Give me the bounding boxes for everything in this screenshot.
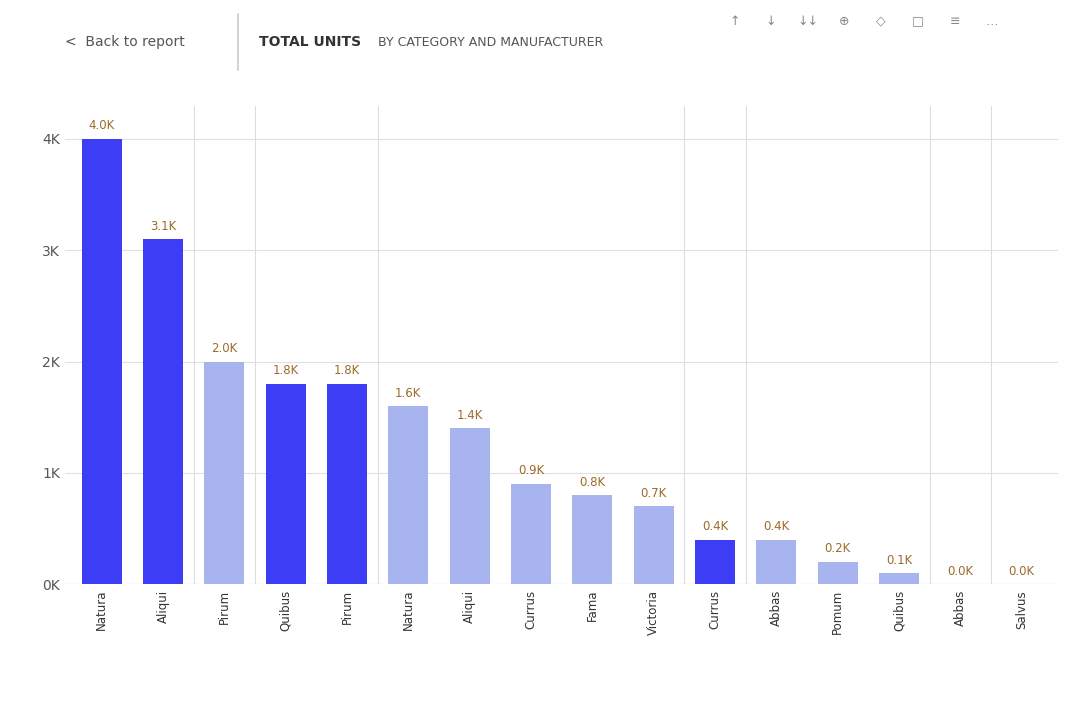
Text: ↓↓: ↓↓ [797,15,819,27]
Text: 1.8K: 1.8K [272,364,299,377]
Text: 1.6K: 1.6K [395,386,421,399]
Text: 0.0K: 0.0K [1009,565,1035,578]
Text: 4.0K: 4.0K [89,119,114,132]
Text: 0.9K: 0.9K [517,465,544,477]
Text: ⊕: ⊕ [839,15,850,27]
Text: <  Back to report: < Back to report [65,35,185,49]
Bar [449,429,489,584]
Text: 0.8K: 0.8K [579,476,605,489]
Text: ◇: ◇ [877,15,886,27]
Text: 0.4K: 0.4K [702,520,728,533]
Text: 0.2K: 0.2K [824,542,851,555]
Bar [266,384,306,584]
Text: 0.7K: 0.7K [640,486,666,500]
Bar [82,139,122,584]
Bar [634,506,674,584]
Bar [327,384,367,584]
Text: BY CATEGORY AND MANUFACTURER: BY CATEGORY AND MANUFACTURER [378,36,604,49]
Text: 0.4K: 0.4K [764,520,789,533]
Text: 2.0K: 2.0K [212,342,238,355]
Text: □: □ [913,15,923,27]
Bar [389,406,428,584]
Text: 1.4K: 1.4K [457,409,483,422]
Text: TOTAL UNITS: TOTAL UNITS [259,35,362,49]
Text: 0.0K: 0.0K [947,565,973,578]
Text: 3.1K: 3.1K [150,220,176,232]
Bar [143,239,183,584]
Text: …: … [985,15,998,27]
Text: 1.8K: 1.8K [334,364,360,377]
Text: ↓: ↓ [766,15,777,27]
Bar [879,573,919,584]
Bar [511,484,551,584]
Text: ↑: ↑ [729,15,740,27]
Text: 0.1K: 0.1K [886,553,912,567]
Bar [204,362,244,584]
Bar [572,495,612,584]
Text: ≡: ≡ [949,15,960,27]
Bar [756,540,796,584]
Bar [818,562,858,584]
Bar [696,540,734,584]
